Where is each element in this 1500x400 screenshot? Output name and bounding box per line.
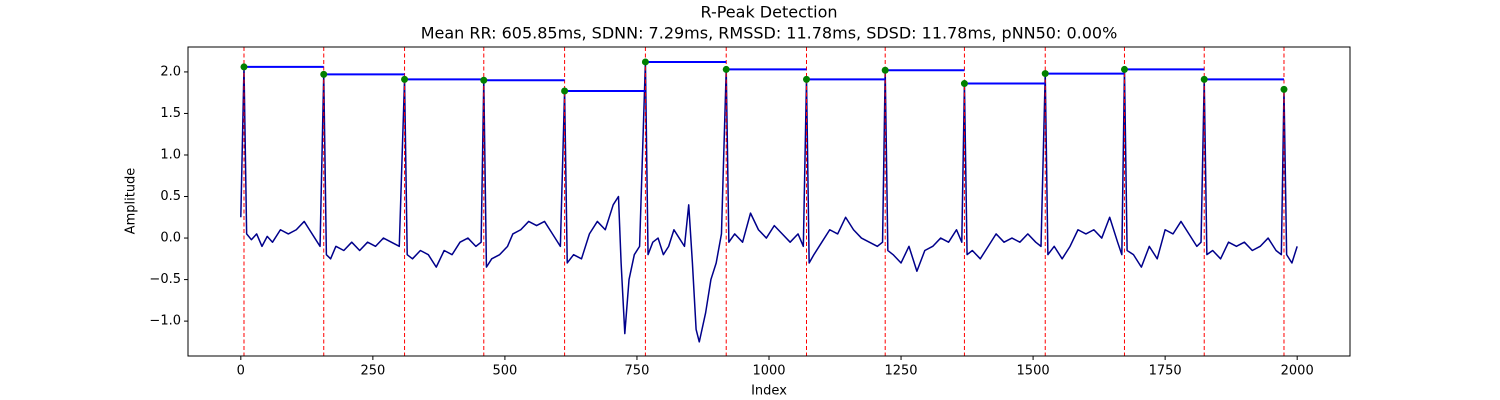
r-peak: [401, 75, 409, 83]
chart-title: R-Peak Detection: [700, 3, 837, 22]
x-tick-label: 1750: [1149, 364, 1182, 379]
y-tick-label: 2.0: [160, 64, 181, 79]
r-peak: [803, 75, 811, 83]
r-peak: [240, 63, 248, 71]
r-peak: [561, 87, 569, 95]
r-peak: [480, 76, 488, 84]
r-peak: [722, 65, 730, 73]
r-peak: [1041, 70, 1049, 78]
y-tick-label: −1.0: [149, 314, 181, 329]
r-peak: [881, 66, 889, 74]
r-peak: [1280, 85, 1288, 93]
r-peak: [1200, 75, 1208, 83]
x-tick-label: 250: [360, 364, 385, 379]
x-tick-label: 1000: [752, 364, 785, 379]
r-peak: [320, 70, 328, 78]
plot-frame: [187, 46, 1351, 357]
x-tick-label: 750: [625, 364, 650, 379]
y-tick-label: 0.0: [160, 231, 181, 246]
x-tick-label: 2000: [1281, 364, 1314, 379]
y-tick-label: 0.5: [160, 189, 181, 204]
y-tick-label: −0.5: [149, 272, 181, 287]
x-tick-label: 0: [237, 364, 245, 379]
signal-line: [240, 61, 1298, 343]
x-tick-label: 500: [492, 364, 517, 379]
y-axis-label: Amplitude: [124, 168, 139, 235]
y-tick-label: 1.5: [160, 106, 181, 121]
chart-subtitle: Mean RR: 605.85ms, SDNN: 7.29ms, RMSSD: …: [421, 24, 1118, 43]
y-tick-label: 1.0: [160, 147, 181, 162]
x-axis-label: Index: [751, 384, 787, 399]
r-peak: [1120, 65, 1128, 73]
r-peak: [641, 58, 649, 66]
plot-area: [240, 47, 1298, 356]
x-tick-label: 1250: [884, 364, 917, 379]
r-peak: [960, 80, 968, 88]
x-tick-label: 1500: [1017, 364, 1050, 379]
